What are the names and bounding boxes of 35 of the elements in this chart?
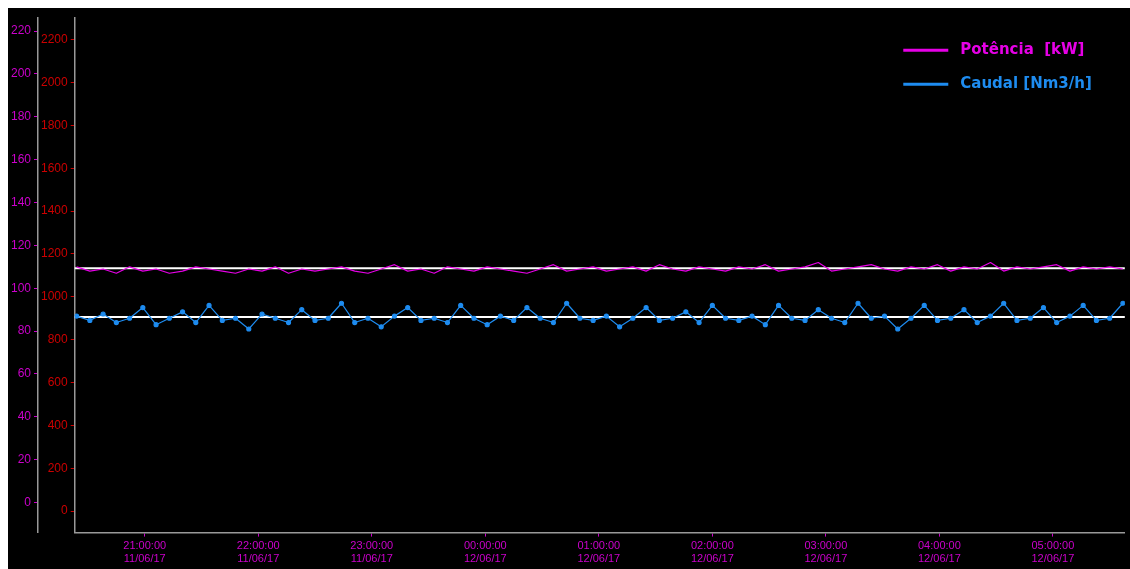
y-tick-label: 40 [17,409,32,424]
legend-label: Potência [kW] [960,40,1085,59]
y2-tick-label: 2000 [41,74,69,89]
y2-tick-label: 200 [47,460,69,475]
y-tick-label: 100 [10,280,32,295]
y-tick-label: 180 [10,109,32,124]
y2-tick-label: 1400 [41,203,69,218]
x-tick-label: 03:00:00 12/06/17 [804,539,848,565]
y2-tick-label: 1600 [41,160,69,175]
legend-label: Caudal [Nm3/h] [960,74,1092,93]
y2-tick-label: 0 [61,503,69,518]
y2-tick-label: 1800 [41,117,69,132]
y-tick-label: 80 [17,323,32,338]
y2-tick-label: 600 [47,374,69,389]
x-tick-label: 22:00:00 11/06/17 [236,539,280,565]
x-tick-label: 23:00:00 11/06/17 [350,539,394,565]
y2-tick-label: 400 [47,417,69,432]
y-tick-label: 0 [24,494,32,509]
x-tick-label: 04:00:00 12/06/17 [917,539,961,565]
x-tick-label: 05:00:00 12/06/17 [1031,539,1075,565]
x-tick-label: 02:00:00 12/06/17 [690,539,734,565]
y2-tick-label: 1000 [41,289,69,304]
y2-tick-label: 1200 [41,246,69,261]
x-tick-label: 01:00:00 12/06/17 [577,539,621,565]
y2-tick-label: 800 [47,332,69,347]
y-tick-label: 20 [17,452,32,467]
y-tick-label: 200 [10,66,32,81]
y-tick-label: 120 [10,237,32,252]
x-tick-label: 00:00:00 12/06/17 [463,539,507,565]
y-tick-label: 60 [17,366,32,381]
y-tick-label: 220 [10,23,32,38]
x-tick-label: 21:00:00 11/06/17 [123,539,167,565]
y2-tick-label: 2200 [41,31,69,46]
y-tick-label: 160 [10,151,32,166]
y-tick-label: 140 [10,194,32,209]
